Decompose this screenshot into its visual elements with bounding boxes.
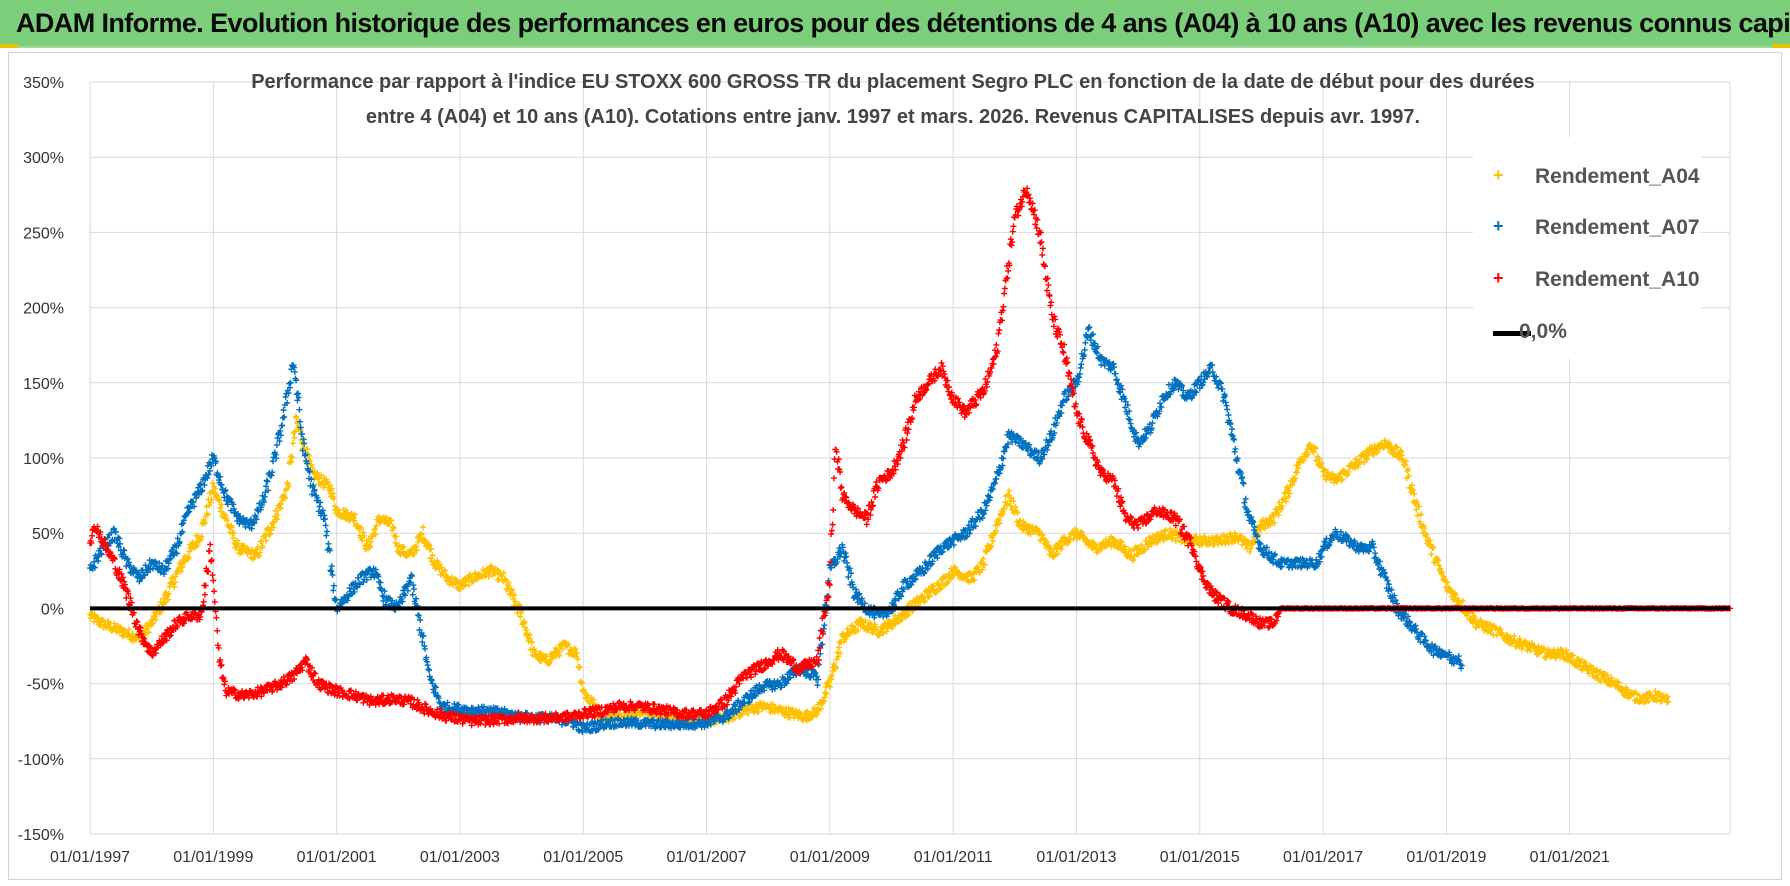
x-tick-label: 01/01/2015 <box>1160 849 1240 866</box>
x-tick-label: 01/01/2021 <box>1530 849 1610 866</box>
x-tick-label: 01/01/2011 <box>914 849 993 866</box>
x-tick-label: 01/01/2009 <box>790 849 870 866</box>
legend-label-zero: 0,0% <box>1519 320 1567 343</box>
y-tick-label: -150% <box>18 827 64 844</box>
y-tick-label: 150% <box>23 376 64 393</box>
banner-corner-right <box>1772 44 1790 48</box>
legend-label-a10: Rendement_A10 <box>1535 268 1700 291</box>
x-axis-ticks: 01/01/1997 01/01/1999 01/01/2001 01/01/2003… <box>50 849 1610 866</box>
legend-label-a04: Rendement_A04 <box>1535 165 1700 188</box>
y-tick-label: -50% <box>27 677 64 694</box>
chart-title-line2: entre 4 (A04) et 10 ans (A10). Cotations… <box>366 106 1420 128</box>
x-tick-label: 01/01/2001 <box>297 849 377 866</box>
y-tick-label: -100% <box>18 752 64 769</box>
chart-frame <box>8 52 1782 880</box>
x-tick-label: 01/01/1997 <box>50 849 130 866</box>
y-tick-label: 350% <box>23 75 64 92</box>
y-tick-label: 200% <box>23 301 64 318</box>
banner-corner-left <box>0 44 18 48</box>
y-axis-ticks: -150% -100% -50% 0% 50% 100% 150% 200% 250% 300% 3… <box>18 75 64 844</box>
plus-marker-icon: + <box>1493 216 1504 236</box>
y-tick-label: 0% <box>41 601 64 618</box>
plus-marker-icon: + <box>1493 268 1504 288</box>
report-banner: ADAM Informe. Evolution historique des p… <box>0 0 1790 48</box>
x-tick-label: 01/01/2013 <box>1036 849 1116 866</box>
x-tick-label: 01/01/2019 <box>1406 849 1486 866</box>
legend-item-zero: 0,0% <box>1473 314 1701 354</box>
line-marker-icon <box>1493 331 1531 336</box>
x-tick-label: 01/01/2003 <box>420 849 500 866</box>
scatter-points <box>87 413 1672 729</box>
x-tick-label: 01/01/2005 <box>543 849 623 866</box>
y-tick-label: 100% <box>23 451 64 468</box>
chart-title-line1: Performance par rapport à l'indice EU ST… <box>251 71 1535 93</box>
report-title: ADAM Informe. Evolution historique des p… <box>16 8 1790 38</box>
chart-legend: + Rendement_A04 + Rendement_A07 + Rendem… <box>1473 137 1701 359</box>
x-tick-label: 01/01/2007 <box>667 849 747 866</box>
legend-item-a07: + Rendement_A07 <box>1473 210 1701 250</box>
y-tick-label: 300% <box>23 150 64 167</box>
x-tick-label: 01/01/2017 <box>1283 849 1363 866</box>
legend-label-a07: Rendement_A07 <box>1535 216 1700 239</box>
series-rendement-a04 <box>87 413 1672 729</box>
plus-marker-icon: + <box>1493 165 1504 185</box>
legend-item-a10: + Rendement_A10 <box>1473 262 1701 302</box>
legend-item-a04: + Rendement_A04 <box>1473 159 1701 199</box>
y-tick-label: 50% <box>32 526 64 543</box>
chart-series <box>87 185 1733 736</box>
y-tick-label: 250% <box>23 225 64 242</box>
x-tick-label: 01/01/1999 <box>173 849 253 866</box>
